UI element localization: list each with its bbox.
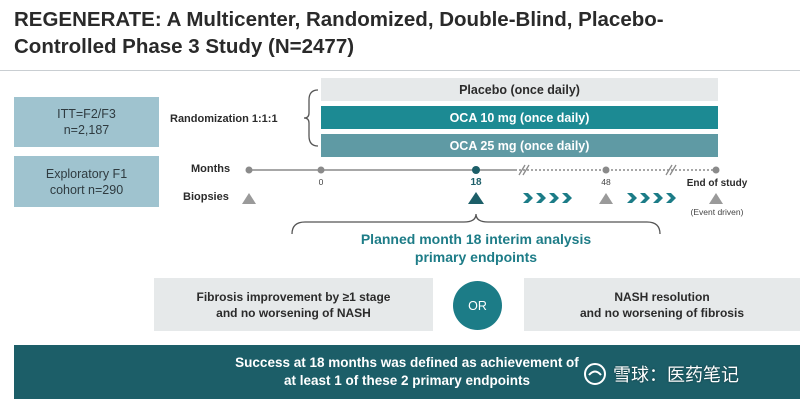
end-of-study-label: End of study: [686, 178, 748, 189]
arm-oca-10: OCA 10 mg (once daily): [321, 106, 718, 129]
cohort-itt-line-1: ITT=F2/F3: [57, 107, 116, 121]
planned-line-1: Planned month 18 interim analysis: [360, 231, 592, 247]
randomization-brace: [303, 89, 319, 147]
biopsy-triangle-end: [709, 193, 723, 204]
event-driven-note: (Event driven): [690, 207, 744, 217]
tick-label-0: 0: [318, 177, 324, 187]
chevron-arrow-icon: [627, 193, 637, 203]
planned-line-2: primary endpoints: [414, 249, 538, 265]
timeline-dot-18: [472, 166, 480, 174]
title-line-1: REGENERATE: A Multicenter, Randomized, D…: [14, 8, 664, 31]
endpoint-fibrosis-line-1: Fibrosis improvement by ≥1 stage: [196, 289, 391, 304]
planned-analysis-text: Planned month 18 interim analysis primar…: [296, 230, 656, 266]
endpoint-nash-line-1: NASH resolution: [614, 289, 710, 304]
chevron-arrow-icon: [523, 193, 533, 203]
endpoint-nash-box: NASH resolution and no worsening of fibr…: [524, 278, 800, 331]
chevrons-18-to-48: [523, 193, 572, 203]
timeline-start-dot: [245, 166, 253, 174]
randomization-label: Randomization 1:1:1: [170, 113, 278, 125]
banner-line-2: at least 1 of these 2 primary endpoints: [283, 373, 531, 388]
chevron-arrow-icon: [640, 193, 650, 203]
chevron-arrow-icon: [549, 193, 559, 203]
endpoint-fibrosis-line-2: and no worsening of NASH: [216, 305, 371, 320]
timeline-dot-end: [712, 166, 720, 174]
months-label: Months: [191, 163, 231, 175]
endpoint-nash-line-2: and no worsening of fibrosis: [579, 305, 744, 320]
watermark-text: 雪球：医药笔记: [613, 365, 739, 385]
cohort-f1-box: Exploratory F1 cohort n=290: [14, 156, 159, 207]
chevron-arrow-icon: [562, 193, 572, 203]
timeline-break-1a: [518, 164, 526, 176]
chevron-arrow-icon: [666, 193, 676, 203]
watermark: 雪球：医药笔记: [583, 361, 739, 387]
snowball-logo-icon: [584, 363, 606, 385]
tick-label-18: 18: [470, 177, 482, 188]
or-circle: OR: [453, 281, 502, 330]
arm-placebo: Placebo (once daily): [321, 78, 718, 101]
timeline-break-2a: [665, 164, 673, 176]
chevron-arrow-icon: [653, 193, 663, 203]
cohort-f1-line-2: cohort n=290: [49, 182, 124, 197]
title-line-2: Controlled Phase 3 Study (N=2477): [14, 35, 355, 58]
biopsies-label: Biopsies: [183, 191, 229, 203]
timeline-dot-48: [602, 166, 610, 174]
biopsy-triangle-48: [599, 193, 613, 204]
biopsy-triangle-18: [468, 192, 484, 204]
endpoint-fibrosis-box: Fibrosis improvement by ≥1 stage and no …: [154, 278, 433, 331]
success-banner: Success at 18 months was defined as achi…: [14, 345, 800, 399]
timeline-dot-0: [317, 166, 325, 174]
arm-oca-25-label: OCA 25 mg (once daily): [449, 138, 590, 153]
arm-oca-25: OCA 25 mg (once daily): [321, 134, 718, 157]
arm-placebo-label: Placebo (once daily): [459, 82, 580, 97]
tick-label-48: 48: [601, 177, 611, 187]
planned-analysis-brace: [291, 213, 661, 235]
cohort-itt-line-2: n=2,187: [63, 123, 110, 137]
cohort-f1-line-1: Exploratory F1: [45, 166, 128, 181]
banner-line-1: Success at 18 months was defined as achi…: [235, 355, 579, 370]
cohort-itt-box: ITT=F2/F3 n=2,187: [14, 97, 159, 147]
timeline-break-1b: [522, 164, 530, 176]
title-divider: [0, 70, 800, 71]
timeline-break-2b: [669, 164, 677, 176]
biopsy-triangle-baseline: [242, 193, 256, 204]
chevron-arrow-icon: [536, 193, 546, 203]
arm-oca-10-label: OCA 10 mg (once daily): [449, 110, 590, 125]
or-label: OR: [468, 298, 487, 313]
page-title: REGENERATE: A Multicenter, Randomized, D…: [14, 6, 794, 60]
chevrons-48-to-end: [627, 193, 676, 203]
